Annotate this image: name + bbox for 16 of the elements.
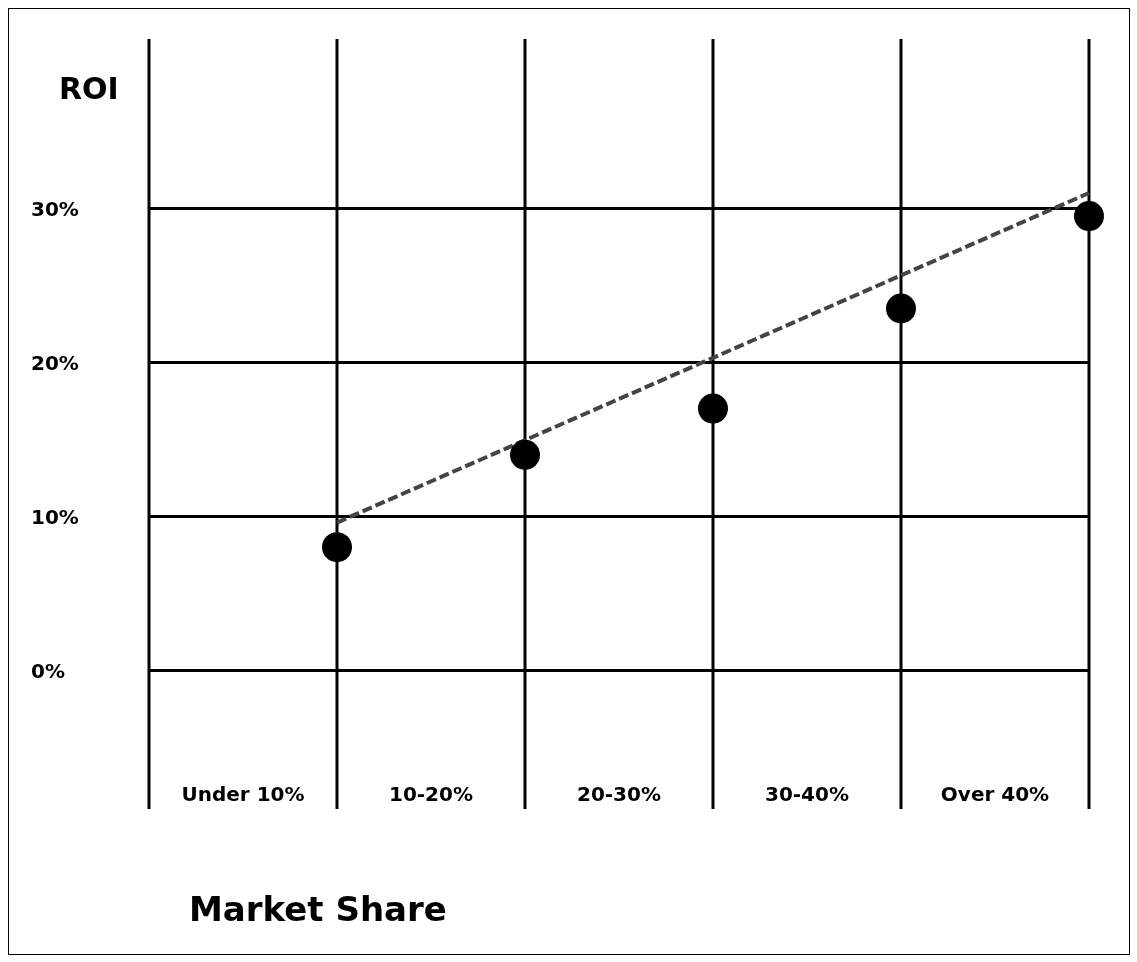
x-axis-title: Market Share (189, 889, 447, 929)
x-tick-label: 30-40% (764, 782, 850, 807)
point (698, 393, 728, 424)
point (1074, 201, 1104, 232)
x-tick-label: Over 40% (940, 782, 1050, 807)
point (886, 293, 916, 324)
y-axis-title: ROI (59, 71, 119, 106)
point (510, 439, 540, 470)
y-tick-label: 30% (31, 196, 79, 221)
y-tick-label: 10% (31, 504, 79, 529)
x-tick-label: Under 10% (181, 782, 305, 807)
x-tick-label: 10-20% (388, 782, 474, 807)
y-tick-label: 0% (31, 658, 65, 683)
point (322, 532, 352, 563)
y-tick-label: 20% (31, 350, 79, 375)
x-tick-label: 20-30% (576, 782, 662, 807)
